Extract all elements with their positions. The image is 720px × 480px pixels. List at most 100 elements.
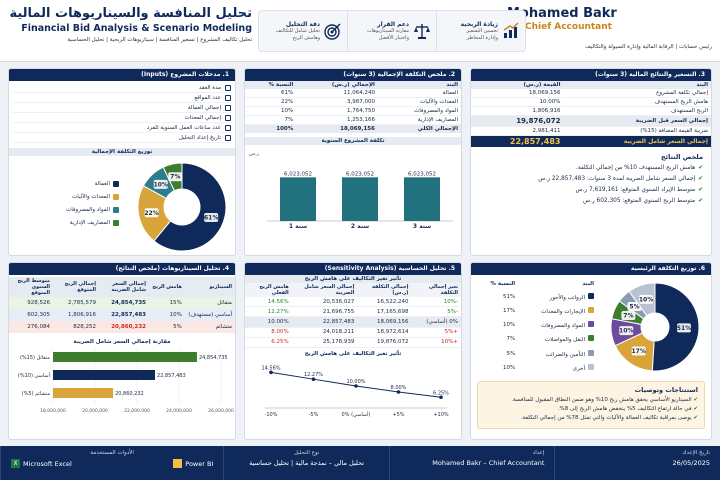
slice-label: 10% xyxy=(639,296,653,303)
check-icon: ✔ xyxy=(691,415,698,421)
table-row: الرواتب والأجور 51% xyxy=(477,289,597,303)
cost-table: البند الإجمالي (ر.س) النسبة % العمالة 11,06… xyxy=(245,81,461,133)
bar xyxy=(404,177,440,221)
y-tick-label: أساسي (10%) xyxy=(18,372,51,379)
x-tick-label: +5% xyxy=(392,412,404,418)
legend-swatch xyxy=(113,207,119,213)
features-strip: زيادة الربحية تحسين التسعير وإدارة المخاط… xyxy=(258,10,526,52)
list-item: ✔ في حالة ارتفاع التكاليف 5% ينخفض هامش … xyxy=(557,406,698,412)
data-label: 8.00% xyxy=(391,385,407,391)
bar xyxy=(280,177,316,221)
legend-item: المواد والمصروفات xyxy=(15,207,119,213)
target-icon xyxy=(324,23,341,40)
table-row: 0% (أساسي) 18,069,156 22,857,483 10.00% xyxy=(245,316,461,328)
list-item: ✔ متوسط الإيراد السنوي المتوقع: 7,619,161… xyxy=(575,187,703,193)
check-icon: ✔ xyxy=(698,187,703,193)
slice-label-bg xyxy=(676,323,691,333)
input-row-icon xyxy=(225,124,231,131)
table-row: الإيجارات والمعدات 17% xyxy=(477,304,597,318)
results-table: البند القيمة (ر.س) إجمالي تكلفة المشروع 18… xyxy=(471,81,711,147)
input-row-icon xyxy=(225,94,231,101)
table-row: +5% 18,972,614 24,018,211 8.00% xyxy=(245,327,461,338)
slice-label-bg xyxy=(144,208,159,218)
recommendations: استنتاجات وتوصيات ✔ السيناريو الأساسي يح… xyxy=(477,381,705,429)
slice-label: 10% xyxy=(619,328,633,335)
input-row: مدة العقد xyxy=(13,83,231,93)
data-point xyxy=(269,370,273,375)
legend-swatch xyxy=(113,181,119,187)
check-icon: ✔ xyxy=(691,397,698,403)
bar-value-label: 22,857,483 xyxy=(157,373,186,379)
data-label: 6.25% xyxy=(433,390,449,396)
subtitle: تحليل تكاليف المشروع | تسعير المنافسة | … xyxy=(67,37,252,43)
table-row: العمالة 11,064,240 61% xyxy=(245,89,461,98)
slice-label: 7% xyxy=(623,312,633,319)
legend-swatch xyxy=(113,194,119,200)
x-tick-label: +10% xyxy=(433,412,449,418)
check-icon: ✔ xyxy=(698,198,703,204)
sens-chart-title: تأثير تغير التكاليف على هامش الربح xyxy=(304,350,402,357)
scenarios-table: السيناريو هامش الربح إجمالي السعر شامل الض… xyxy=(9,277,235,333)
title-block: تحليل المنافسة والسيناريوهات المالية Fin… xyxy=(8,6,252,43)
legend-swatch xyxy=(588,363,594,370)
slice-label: 7% xyxy=(170,174,180,181)
results-summary-title: ملخص النتائج xyxy=(660,153,703,161)
table-row: متشائم 5% 20,860,232 828,252 276,084 xyxy=(9,321,235,333)
table-row: المصاريف الإدارية 1,253,166 7% xyxy=(245,116,461,125)
bar-value-label: 24,854,735 xyxy=(199,355,228,361)
slice-label: 17% xyxy=(632,348,646,355)
legend-swatch xyxy=(588,306,594,313)
growth-chart-icon xyxy=(503,22,519,38)
cost-card: 2. ملخص التكلفة الإجمالية (3 سنوات) البن… xyxy=(244,68,462,256)
list-item: ✔ متوسط الربح السنوي المتوقع: 602,305 ر.س xyxy=(582,198,703,204)
x-tick-label: -5% xyxy=(309,412,319,418)
bar-value-label: 6,023,052 xyxy=(346,171,374,177)
legend-item: العمالة xyxy=(15,181,119,187)
feature-accuracy: دقة التحليل تحليل شامل للتكاليف وهامش الر… xyxy=(259,11,347,51)
scenarios-card: 4. تحليل السيناريوهات (ملخص النتائج) الس… xyxy=(8,262,236,440)
excel-icon: X xyxy=(11,459,20,468)
footer: تاريخ الإعداد 26/05/2025 إعداد Mohamed Bak… xyxy=(0,446,720,480)
brand: Mohamed Bakr Chief Accountant xyxy=(507,6,712,32)
y-tick-label: متفائل (15%) xyxy=(20,355,50,361)
legend-swatch xyxy=(588,292,594,299)
inputs-title: 1. مدخلات المشروع (Inputs) xyxy=(9,69,235,81)
dist-title: توزيع التكلفة الإجمالية xyxy=(9,148,235,156)
pie-slice xyxy=(153,162,227,252)
check-icon: ✔ xyxy=(698,165,703,171)
slice-label: 10% xyxy=(154,181,168,188)
cost-title: 2. ملخص التكلفة الإجمالية (3 سنوات) xyxy=(245,69,461,81)
scenarios-title: 4. تحليل السيناريوهات (ملخص النتائج) xyxy=(9,263,235,275)
dist-legend: العمالة المعدات والآليات المواد والمصروفات… xyxy=(15,181,125,233)
input-row: عدد ساعات العمل السنوية للفرد xyxy=(13,123,231,133)
input-row-icon xyxy=(225,84,231,91)
table-row: التأمين والضرائب 5% xyxy=(477,346,597,360)
main-dist-title: 6. توزيع التكلفة الرئيسية xyxy=(471,263,711,275)
slice-label-bg xyxy=(153,179,168,189)
data-label: 10.00% xyxy=(346,379,365,385)
footer-prepared: إعداد Mohamed Bakr – Chief Accountant xyxy=(388,446,555,480)
bar xyxy=(53,370,156,380)
author-role: Chief Accountant xyxy=(525,22,612,32)
x-tick-label: -10% xyxy=(265,412,278,418)
input-row: إجمالي المعدات xyxy=(13,113,231,123)
table-row: النقل والمواصلات 7% xyxy=(477,332,597,346)
x-tick-label: 24,000,000 xyxy=(166,408,192,414)
header: Mohamed Bakr Chief Accountant رئيس حسابا… xyxy=(0,0,720,62)
tagline: رئيس حسابات | الرقابة المالية وإدارة الس… xyxy=(585,44,712,50)
y-unit: ر.س xyxy=(249,151,260,157)
list-item: ✔ السيناريو الأساسي يحقق هامش ربح 10% وه… xyxy=(511,397,698,403)
check-icon: ✔ xyxy=(698,176,703,182)
table-row: متفائل 15% 24,854,735 2,785,579 928,526 xyxy=(9,297,235,309)
bar xyxy=(53,352,197,362)
data-label: 12.27% xyxy=(304,372,323,378)
slice-label: 22% xyxy=(144,210,158,217)
table-row: أساسي (مستهدف) 10% 22,857,483 1,806,916 602,… xyxy=(9,309,235,321)
x-tick-label: سنة 3 xyxy=(413,223,431,230)
footer-tools: الأدوات المستخدمة X Microsoft Excel Power… xyxy=(0,446,223,480)
scen-bar-title: مقارنة إجمالي السعر شامل الضريبة xyxy=(73,339,171,345)
data-point xyxy=(396,390,401,394)
input-row-icon xyxy=(225,104,231,111)
table-row: المواد والمصروفات 10% xyxy=(477,318,597,332)
powerbi-icon xyxy=(173,459,183,468)
